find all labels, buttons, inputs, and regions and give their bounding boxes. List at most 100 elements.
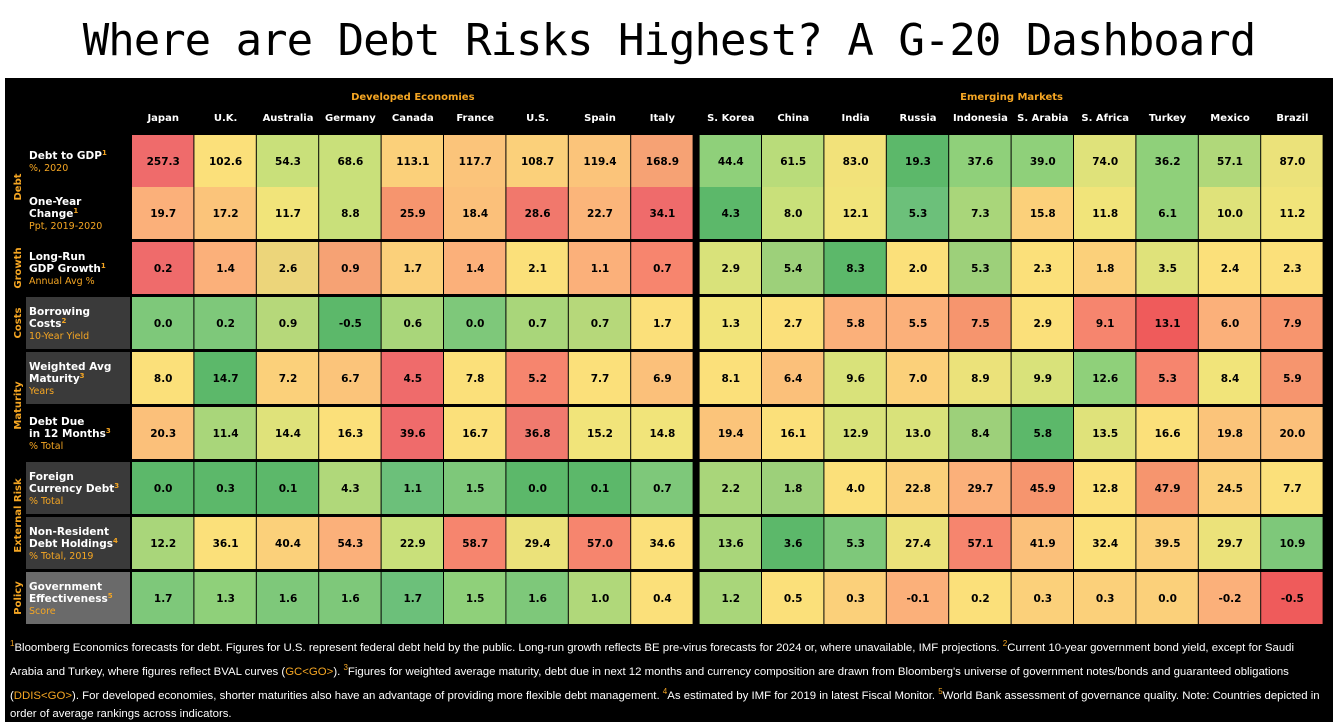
heatmap-cell [762,572,824,624]
heatmap-cell [699,517,761,569]
heatmap-cell [1074,135,1136,187]
heatmap-cell [132,572,194,624]
cell-value-label: 40.4 [275,538,301,550]
row-unit-label: % Total [29,441,63,452]
heatmap-cell [824,407,886,459]
heatmap-cell [568,517,631,569]
row-label: Weighted Avg [29,361,111,373]
heatmap-cell [1198,297,1261,349]
heatmap-cell [1198,352,1261,404]
heatmap-cell [949,572,1011,624]
cell-value-label: 39.5 [1155,538,1181,550]
heatmap-cell [444,572,506,624]
cell-value-label: 17.2 [213,208,239,220]
cell-value-label: 0.0 [1158,593,1177,605]
country-header: China [777,113,809,124]
country-header: U.K. [214,113,237,124]
cell-value-label: 7.3 [971,208,990,220]
row-unit-label: Annual Avg % [29,276,95,287]
country-header: Japan [146,113,179,124]
cell-value-label: 44.4 [718,156,744,168]
cell-value-label: 12.6 [1092,373,1118,385]
heatmap-cell [568,135,631,187]
heatmap-cell [886,297,949,349]
cell-value-label: 8.3 [846,263,865,275]
heatmap-cell [568,242,631,294]
cell-value-label: 3.6 [784,538,803,550]
heatmap-cell [1261,187,1323,239]
heatmap-cell [132,352,194,404]
heatmap-cell [824,187,886,239]
cell-value-label: 5.2 [528,373,547,385]
cell-value-label: 8.8 [341,208,360,220]
cell-value-label: 57.0 [587,538,613,550]
heatmap-cell [381,462,443,514]
heatmap-cell [444,352,506,404]
heatmap-cell [256,407,319,459]
row-label: Foreign [29,471,74,483]
cell-value-label: -0.5 [1281,593,1304,605]
cell-value-label: 11.4 [213,428,239,440]
row-label-sup: 4 [113,537,118,545]
cell-value-label: 1.7 [403,593,422,605]
cell-value-label: 1.4 [466,263,485,275]
cell-value-label: 1.3 [216,593,235,605]
cell-value-label: 1.6 [528,593,547,605]
heatmap-cell [1198,517,1261,569]
heatmap-cell [506,352,568,404]
heatmap-cell [381,297,443,349]
function-code-link[interactable]: GC<GO> [285,665,334,678]
cell-value-label: 28.6 [525,208,551,220]
heatmap-cell [762,462,824,514]
heatmap-cell [132,517,194,569]
cell-value-label: 0.3 [216,483,235,495]
cell-value-label: 0.6 [403,318,422,330]
cell-value-label: 8.9 [971,373,990,385]
heatmap-cell [1198,462,1261,514]
category-label: Growth [13,247,24,288]
heatmap-cell [631,352,693,404]
function-code-link[interactable]: DDIS<GO> [13,689,73,702]
heatmap-cell [699,187,761,239]
cell-value-label: 0.9 [279,318,298,330]
cell-value-label: 2.2 [721,483,740,495]
cell-value-label: 5.3 [1158,373,1177,385]
heatmap-cell [631,462,693,514]
cell-value-label: 19.3 [905,156,931,168]
cell-value-label: 6.0 [1221,318,1240,330]
cell-value-label: 19.4 [718,428,744,440]
heatmap-cell [381,135,443,187]
group-label-emerging: Emerging Markets [960,92,1063,103]
heatmap-chart: Developed Economies Emerging Markets Japan… [13,92,1323,624]
heatmap-cell [824,352,886,404]
row-label-sup: 3 [114,482,119,490]
heatmap-cell [886,407,949,459]
heatmap-cell [319,187,381,239]
heatmap-cell [949,462,1011,514]
footnote-text: ). [333,665,344,678]
heatmap-cell [1136,187,1198,239]
cell-value-label: 257.3 [147,156,180,168]
cell-value-label: 113.1 [396,156,429,168]
cell-value-label: 19.7 [150,208,176,220]
heatmap-cell [132,242,194,294]
cell-value-label: 18.4 [462,208,488,220]
cell-value-label: 12.9 [843,428,869,440]
cell-value-label: 14.7 [213,373,239,385]
heatmap-cell [256,242,319,294]
cell-value-label: 32.4 [1092,538,1118,550]
cell-value-label: 108.7 [521,156,554,168]
cell-value-label: 47.9 [1155,483,1181,495]
heatmap-cell [762,517,824,569]
heatmap-cell [886,352,949,404]
cell-value-label: 25.9 [400,208,426,220]
cell-value-label: 0.3 [1096,593,1115,605]
footnote-sup: 1 [10,639,15,648]
cell-value-label: 83.0 [843,156,869,168]
cell-value-label: 41.9 [1030,538,1056,550]
heatmap-cell [699,462,761,514]
heatmap-cell [1011,242,1073,294]
cell-value-label: 24.5 [1217,483,1243,495]
heatmap-cell [949,187,1011,239]
cell-value-label: 20.0 [1279,428,1305,440]
